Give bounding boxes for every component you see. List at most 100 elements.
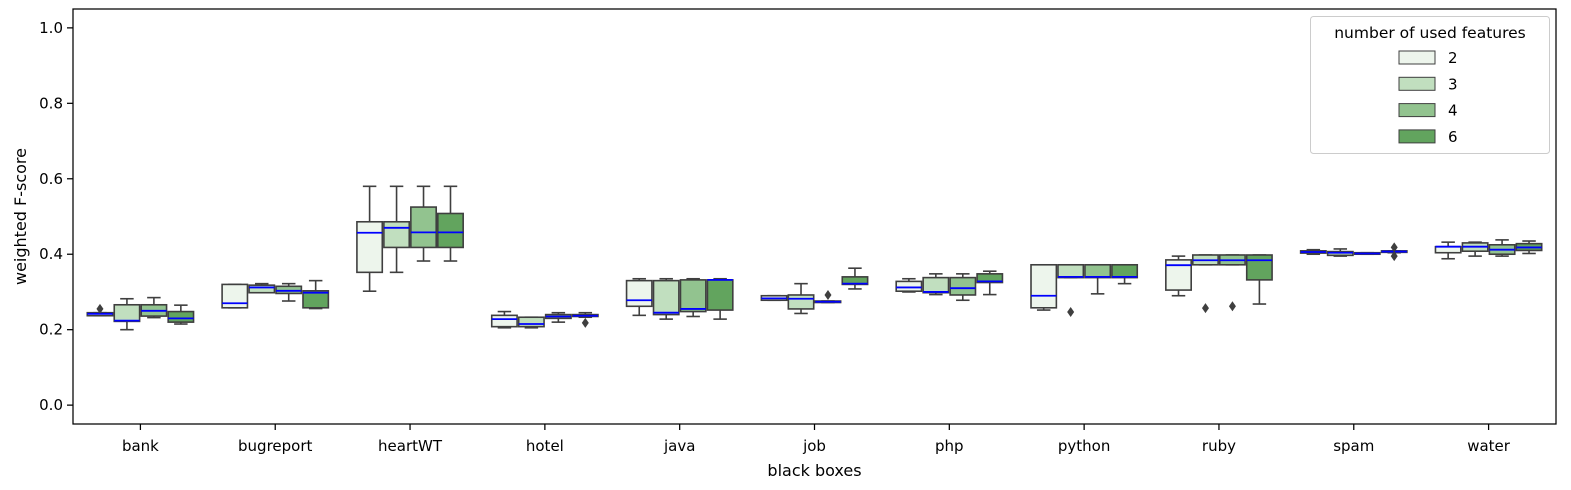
box-bank-6 bbox=[167, 304, 195, 325]
x-tick-label: water bbox=[1467, 437, 1511, 455]
x-tick-label: php bbox=[935, 437, 964, 455]
box-php-3 bbox=[922, 273, 950, 296]
x-tick-label: python bbox=[1058, 437, 1110, 455]
box-body bbox=[1057, 263, 1085, 279]
box-bank-2 bbox=[86, 303, 114, 317]
legend-label-2: 2 bbox=[1448, 49, 1458, 67]
box-bank-4 bbox=[140, 296, 168, 319]
x-tick-label: ruby bbox=[1202, 437, 1236, 455]
box-heartWT-4 bbox=[410, 185, 438, 262]
box-php-6 bbox=[976, 270, 1004, 296]
box-java-3 bbox=[652, 277, 680, 320]
box-spam-2 bbox=[1299, 248, 1327, 256]
box-body bbox=[437, 212, 464, 249]
box-body bbox=[356, 220, 384, 274]
box-python-2 bbox=[1030, 263, 1058, 311]
box-job-4 bbox=[814, 289, 842, 304]
box-heartWT-3 bbox=[383, 185, 411, 274]
box-hotel-3 bbox=[517, 316, 545, 329]
box-body bbox=[517, 316, 545, 328]
legend-label-4: 4 bbox=[1448, 102, 1458, 120]
outlier-point bbox=[824, 289, 832, 300]
y-tick-label: 0.6 bbox=[39, 170, 63, 188]
box-php-2 bbox=[895, 277, 923, 293]
outlier-point bbox=[1201, 303, 1209, 314]
box-body bbox=[383, 220, 411, 249]
box-water-3 bbox=[1461, 241, 1489, 257]
box-bugreport-4 bbox=[275, 282, 303, 302]
box-ruby-6 bbox=[1245, 254, 1273, 305]
box-python-3 bbox=[1057, 263, 1085, 317]
box-java-2 bbox=[625, 277, 653, 317]
box-water-4 bbox=[1488, 239, 1516, 257]
box-spam-6 bbox=[1380, 242, 1408, 262]
box-ruby-4 bbox=[1218, 254, 1246, 312]
y-tick-label: 0.2 bbox=[39, 321, 63, 339]
box-java-4 bbox=[679, 277, 707, 318]
box-body bbox=[302, 290, 330, 309]
box-job-2 bbox=[760, 294, 788, 302]
x-tick-label: java bbox=[663, 437, 695, 455]
box-body bbox=[248, 284, 276, 294]
legend-label-6: 6 bbox=[1448, 128, 1458, 146]
outlier-point bbox=[581, 317, 589, 328]
x-axis: bank bugreport heartWT hotel java job php pytho… bbox=[122, 424, 1511, 455]
box-body bbox=[410, 206, 438, 249]
x-tick-label: hotel bbox=[526, 437, 564, 455]
box-heartWT-6 bbox=[437, 185, 464, 262]
box-hotel-2 bbox=[490, 310, 518, 329]
box-hotel-4 bbox=[544, 311, 572, 323]
box-spam-3 bbox=[1326, 248, 1354, 257]
box-job-3 bbox=[787, 282, 815, 315]
box-body bbox=[490, 314, 518, 328]
legend-label-3: 3 bbox=[1448, 75, 1458, 93]
outlier-point bbox=[1390, 242, 1398, 253]
legend: number of used features 2 3 4 6 bbox=[1310, 16, 1550, 154]
legend-swatch-2 bbox=[1398, 50, 1436, 65]
box-bugreport-2 bbox=[221, 283, 249, 309]
outlier-point bbox=[1228, 301, 1236, 312]
outlier-point bbox=[1067, 306, 1075, 317]
box-water-6 bbox=[1515, 240, 1543, 255]
outlier-point bbox=[96, 303, 104, 314]
box-body bbox=[275, 285, 303, 295]
box-body bbox=[787, 294, 815, 310]
box-body bbox=[895, 280, 923, 292]
box-body bbox=[625, 279, 653, 308]
y-tick-label: 0.0 bbox=[39, 396, 63, 414]
box-spam-4 bbox=[1353, 251, 1381, 256]
box-body bbox=[922, 276, 950, 294]
legend-swatch-4 bbox=[1398, 103, 1436, 118]
x-tick-label: heartWT bbox=[378, 437, 443, 455]
box-job-6 bbox=[841, 267, 869, 290]
y-tick-label: 0.8 bbox=[39, 94, 63, 112]
box-hotel-6 bbox=[571, 311, 599, 328]
plot-area bbox=[86, 185, 1543, 331]
box-java-6 bbox=[706, 277, 734, 320]
box-body bbox=[949, 276, 977, 296]
x-tick-label: bugreport bbox=[238, 437, 312, 455]
x-tick-label: spam bbox=[1333, 437, 1374, 455]
legend-swatch-6 bbox=[1398, 129, 1436, 144]
box-body bbox=[652, 279, 680, 316]
box-heartWT-2 bbox=[356, 185, 384, 293]
x-tick-label: job bbox=[802, 437, 826, 455]
box-body bbox=[1434, 245, 1462, 254]
box-python-6 bbox=[1111, 263, 1139, 285]
box-water-2 bbox=[1434, 241, 1462, 260]
box-body bbox=[1111, 263, 1139, 279]
box-body bbox=[1084, 263, 1112, 279]
box-php-4 bbox=[949, 273, 977, 302]
box-bank-3 bbox=[113, 297, 141, 331]
box-body bbox=[1030, 263, 1058, 309]
x-axis-title: black boxes bbox=[767, 461, 861, 480]
x-tick-label: bank bbox=[122, 437, 159, 455]
y-axis: 0.0 0.2 0.4 0.6 0.8 1.0 bbox=[39, 19, 73, 414]
box-ruby-2 bbox=[1165, 255, 1192, 297]
y-axis-title: weighted F-score bbox=[11, 148, 30, 285]
box-body bbox=[976, 273, 1004, 284]
box-body bbox=[113, 303, 141, 323]
box-bugreport-6 bbox=[302, 279, 330, 310]
y-tick-label: 1.0 bbox=[39, 19, 63, 37]
